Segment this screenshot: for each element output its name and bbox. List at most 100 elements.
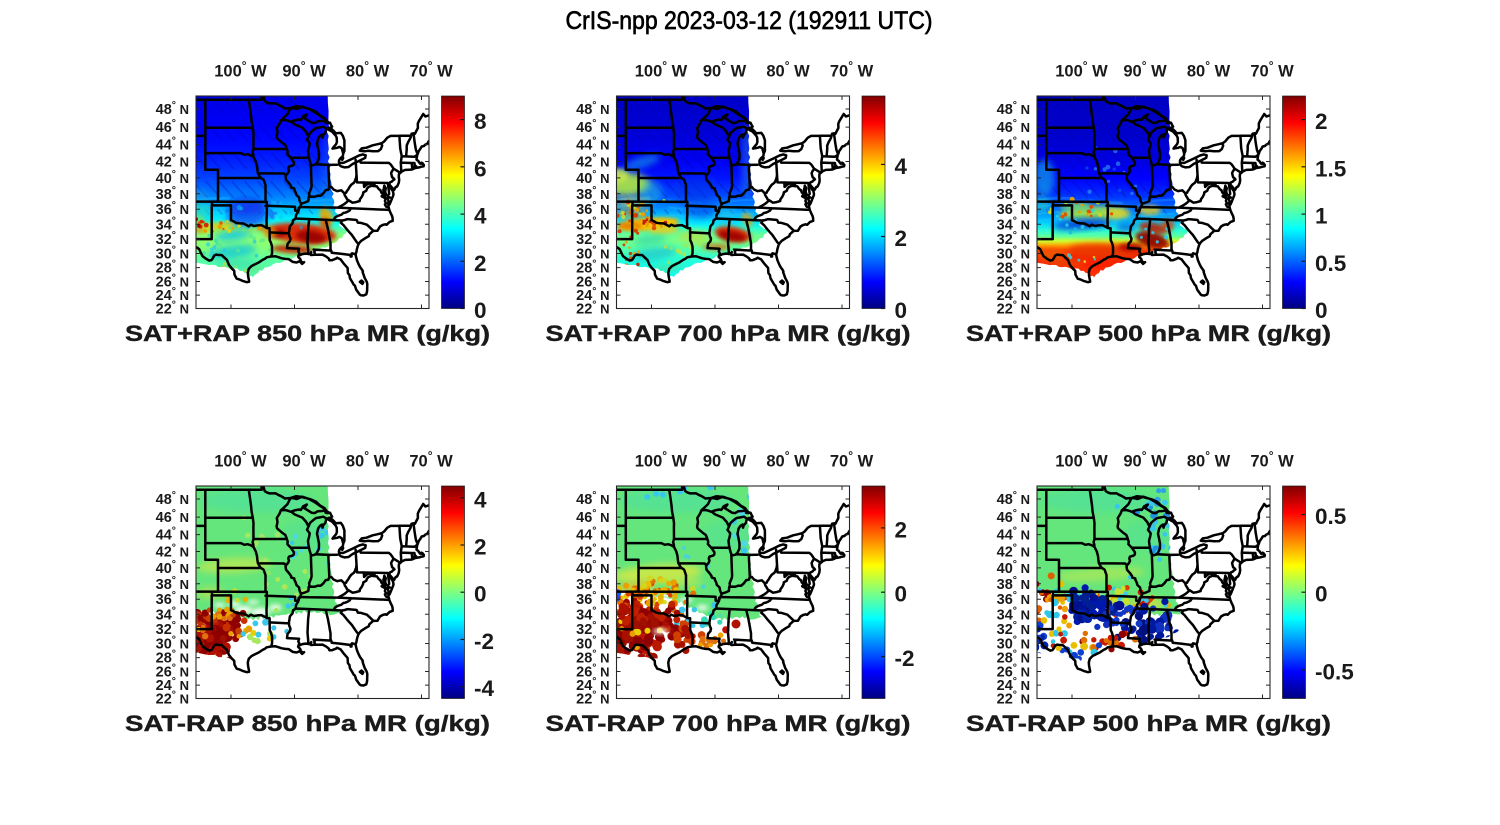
svg-text:70° W: 70° W <box>409 449 453 471</box>
svg-text:SAT+RAP 700 hPa MR (g/kg): SAT+RAP 700 hPa MR (g/kg) <box>546 321 911 346</box>
svg-text:SAT-RAP 500 hPa MR (g/kg): SAT-RAP 500 hPa MR (g/kg) <box>966 711 1331 736</box>
svg-text:24° N: 24° N <box>576 675 609 694</box>
svg-text:28° N: 28° N <box>156 258 189 277</box>
svg-text:CrIS-npp 2023-03-12 (192911 UT: CrIS-npp 2023-03-12 (192911 UTC) <box>566 7 933 35</box>
svg-text:90° W: 90° W <box>703 59 747 81</box>
svg-text:42° N: 42° N <box>576 542 609 561</box>
svg-text:24° N: 24° N <box>156 675 189 694</box>
svg-text:0.5: 0.5 <box>1315 251 1346 276</box>
svg-text:34° N: 34° N <box>997 604 1030 623</box>
svg-text:8: 8 <box>474 109 487 134</box>
svg-text:2: 2 <box>474 535 487 560</box>
svg-text:4: 4 <box>474 487 487 512</box>
svg-text:80° W: 80° W <box>766 449 810 471</box>
svg-text:36° N: 36° N <box>576 589 609 608</box>
svg-text:100° W: 100° W <box>635 59 688 81</box>
svg-text:90° W: 90° W <box>282 59 326 81</box>
svg-text:40° N: 40° N <box>156 168 189 187</box>
svg-text:38° N: 38° N <box>156 184 189 203</box>
svg-text:38° N: 38° N <box>576 574 609 593</box>
svg-text:0: 0 <box>1315 298 1328 323</box>
svg-text:70° W: 70° W <box>830 449 874 471</box>
svg-text:42° N: 42° N <box>997 542 1030 561</box>
svg-text:46° N: 46° N <box>997 117 1030 136</box>
svg-text:40° N: 40° N <box>156 558 189 577</box>
svg-text:46° N: 46° N <box>997 507 1030 526</box>
svg-text:42° N: 42° N <box>156 542 189 561</box>
svg-text:40° N: 40° N <box>576 168 609 187</box>
svg-text:46° N: 46° N <box>576 507 609 526</box>
svg-text:46° N: 46° N <box>156 507 189 526</box>
svg-text:38° N: 38° N <box>997 184 1030 203</box>
svg-text:24° N: 24° N <box>156 285 189 304</box>
svg-text:40° N: 40° N <box>576 558 609 577</box>
svg-text:36° N: 36° N <box>156 589 189 608</box>
svg-text:80° W: 80° W <box>766 59 810 81</box>
svg-text:36° N: 36° N <box>997 199 1030 218</box>
svg-text:SAT-RAP 850 hPa MR (g/kg): SAT-RAP 850 hPa MR (g/kg) <box>125 711 490 736</box>
svg-text:70° W: 70° W <box>409 59 453 81</box>
svg-text:26° N: 26° N <box>997 272 1030 291</box>
svg-text:-4: -4 <box>474 676 494 701</box>
svg-text:40° N: 40° N <box>997 558 1030 577</box>
svg-text:0: 0 <box>895 582 908 607</box>
svg-text:30° N: 30° N <box>997 244 1030 263</box>
svg-text:28° N: 28° N <box>576 258 609 277</box>
svg-text:40° N: 40° N <box>997 168 1030 187</box>
svg-text:32° N: 32° N <box>576 619 609 638</box>
svg-text:22° N: 22° N <box>576 299 609 318</box>
svg-text:22° N: 22° N <box>997 689 1030 708</box>
svg-text:36° N: 36° N <box>576 199 609 218</box>
svg-text:80° W: 80° W <box>1187 449 1231 471</box>
svg-text:0: 0 <box>895 298 908 323</box>
svg-text:26° N: 26° N <box>576 662 609 681</box>
svg-text:28° N: 28° N <box>997 648 1030 667</box>
svg-text:6: 6 <box>474 156 487 181</box>
svg-text:30° N: 30° N <box>156 634 189 653</box>
svg-text:48° N: 48° N <box>156 99 189 118</box>
svg-text:22° N: 22° N <box>156 299 189 318</box>
svg-text:22° N: 22° N <box>576 689 609 708</box>
svg-text:24° N: 24° N <box>997 675 1030 694</box>
svg-text:44° N: 44° N <box>576 525 609 544</box>
svg-text:24° N: 24° N <box>997 285 1030 304</box>
svg-text:32° N: 32° N <box>156 229 189 248</box>
svg-text:80° W: 80° W <box>346 59 390 81</box>
svg-text:44° N: 44° N <box>997 135 1030 154</box>
svg-text:100° W: 100° W <box>1055 59 1108 81</box>
svg-text:SAT-RAP 700 hPa MR (g/kg): SAT-RAP 700 hPa MR (g/kg) <box>546 711 911 736</box>
svg-text:48° N: 48° N <box>576 99 609 118</box>
svg-text:-2: -2 <box>474 629 494 654</box>
svg-text:1: 1 <box>1315 204 1328 229</box>
svg-text:42° N: 42° N <box>156 152 189 171</box>
svg-text:48° N: 48° N <box>576 489 609 508</box>
svg-text:2: 2 <box>895 226 908 251</box>
svg-text:SAT+RAP 500 hPa MR (g/kg): SAT+RAP 500 hPa MR (g/kg) <box>966 321 1331 346</box>
svg-text:-0.5: -0.5 <box>1315 659 1354 684</box>
svg-text:0.5: 0.5 <box>1315 504 1346 529</box>
svg-text:46° N: 46° N <box>156 117 189 136</box>
svg-text:28° N: 28° N <box>576 648 609 667</box>
svg-text:44° N: 44° N <box>576 135 609 154</box>
svg-text:70° W: 70° W <box>1250 449 1294 471</box>
svg-text:26° N: 26° N <box>156 272 189 291</box>
svg-text:4: 4 <box>895 154 908 179</box>
svg-text:48° N: 48° N <box>997 489 1030 508</box>
svg-text:38° N: 38° N <box>576 184 609 203</box>
svg-text:36° N: 36° N <box>156 199 189 218</box>
svg-text:100° W: 100° W <box>1055 449 1108 471</box>
svg-text:26° N: 26° N <box>576 272 609 291</box>
svg-text:42° N: 42° N <box>997 152 1030 171</box>
svg-text:30° N: 30° N <box>997 634 1030 653</box>
svg-text:34° N: 34° N <box>997 214 1030 233</box>
svg-text:26° N: 26° N <box>156 662 189 681</box>
svg-text:38° N: 38° N <box>997 574 1030 593</box>
svg-text:70° W: 70° W <box>830 59 874 81</box>
svg-text:30° N: 30° N <box>576 244 609 263</box>
svg-text:42° N: 42° N <box>576 152 609 171</box>
svg-text:0: 0 <box>474 582 487 607</box>
svg-text:34° N: 34° N <box>156 604 189 623</box>
svg-text:2: 2 <box>1315 109 1328 134</box>
svg-text:30° N: 30° N <box>576 634 609 653</box>
svg-text:90° W: 90° W <box>1123 449 1167 471</box>
